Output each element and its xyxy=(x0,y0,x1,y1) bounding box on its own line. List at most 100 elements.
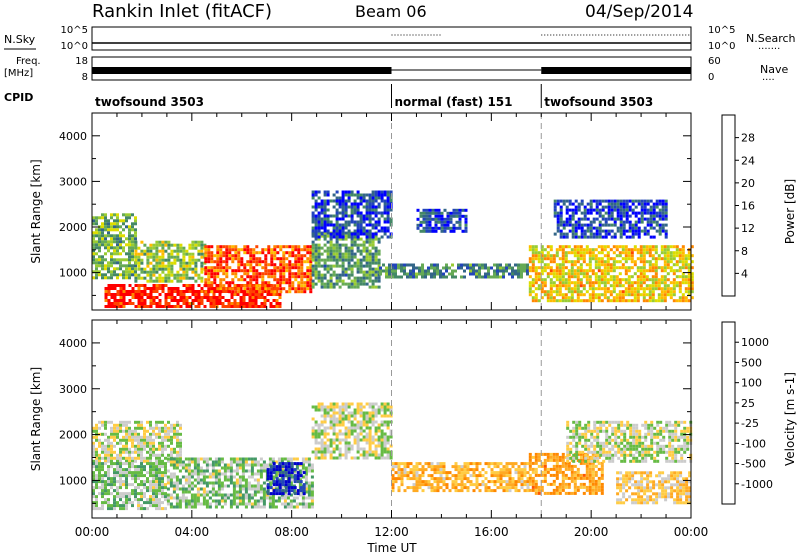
data-cell xyxy=(341,208,345,212)
data-cell xyxy=(624,281,628,285)
data-cell xyxy=(359,232,363,236)
data-cell xyxy=(678,275,682,279)
data-cell xyxy=(95,456,98,460)
data-cell xyxy=(271,502,275,506)
data-cell xyxy=(261,281,265,285)
data-cell xyxy=(304,466,308,470)
data-cell xyxy=(210,251,214,255)
data-cell xyxy=(225,281,229,285)
data-cell xyxy=(531,269,535,273)
data-cell xyxy=(543,248,547,252)
data-cell xyxy=(173,299,177,302)
data-cell xyxy=(597,284,601,288)
data-cell xyxy=(422,229,426,233)
data-cell xyxy=(200,270,204,274)
data-cell xyxy=(353,261,357,265)
data-cell xyxy=(267,263,271,267)
data-cell xyxy=(681,293,685,297)
data-cell xyxy=(215,302,219,305)
data-cell xyxy=(377,220,381,224)
data-cell xyxy=(311,264,315,268)
data-cell xyxy=(134,249,138,253)
data-cell xyxy=(341,264,345,268)
data-cell xyxy=(293,468,297,472)
data-cell xyxy=(172,484,176,488)
data-cell xyxy=(169,481,173,485)
data-cell xyxy=(347,285,351,289)
data-cell xyxy=(276,278,280,282)
data-cell xyxy=(220,466,224,470)
data-cell xyxy=(294,260,298,264)
data-cell xyxy=(131,228,134,232)
data-cell xyxy=(299,474,303,478)
data-cell xyxy=(137,474,140,478)
data-cell xyxy=(279,275,283,279)
data-cell xyxy=(646,202,650,206)
data-cell xyxy=(184,457,188,461)
data-cell xyxy=(341,432,345,436)
data-cell xyxy=(269,477,273,481)
data-cell xyxy=(615,248,619,252)
data-cell xyxy=(307,481,311,485)
data-cell xyxy=(191,240,195,244)
data-cell xyxy=(631,211,635,215)
data-cell xyxy=(344,252,348,256)
data-cell xyxy=(266,477,270,481)
data-cell xyxy=(344,441,348,445)
data-cell xyxy=(161,426,164,430)
data-cell xyxy=(627,254,631,258)
data-cell xyxy=(579,263,583,267)
data-cell xyxy=(110,296,114,299)
data-cell xyxy=(113,474,116,478)
data-cell xyxy=(209,305,213,308)
data-cell xyxy=(338,258,342,262)
data-cell xyxy=(307,484,311,488)
data-cell xyxy=(202,496,206,500)
data-cell xyxy=(119,219,122,223)
data-cell xyxy=(347,282,351,286)
data-cell xyxy=(347,417,351,421)
data-cell xyxy=(199,493,203,497)
data-cell xyxy=(161,270,165,274)
data-cell xyxy=(215,290,219,293)
data-cell xyxy=(125,504,128,508)
data-cell xyxy=(296,492,300,496)
data-cell xyxy=(317,441,321,445)
data-cell xyxy=(631,229,635,233)
data-cell xyxy=(555,299,559,303)
data-cell xyxy=(666,290,670,294)
data-cell xyxy=(158,432,161,436)
colorbar-frame xyxy=(721,114,736,297)
data-cell xyxy=(338,414,342,418)
data-cell xyxy=(238,466,242,470)
data-cell xyxy=(191,255,195,259)
data-cell xyxy=(335,435,339,439)
data-cell xyxy=(187,475,191,479)
data-cell xyxy=(383,193,387,197)
data-cell xyxy=(365,255,369,259)
data-cell xyxy=(627,299,631,303)
data-cell xyxy=(176,302,180,305)
data-cell xyxy=(289,478,293,482)
data-cell xyxy=(303,260,307,264)
data-cell xyxy=(640,208,644,212)
data-cell xyxy=(600,245,604,249)
data-cell xyxy=(134,477,137,481)
data-cell xyxy=(290,462,294,466)
data-cell xyxy=(233,284,237,287)
data-cell xyxy=(116,486,119,490)
data-cell xyxy=(149,270,153,274)
data-cell xyxy=(143,468,146,472)
data-cell xyxy=(143,459,146,463)
data-cell xyxy=(484,272,487,276)
data-cell xyxy=(601,205,605,209)
data-cell xyxy=(298,484,302,488)
data-cell xyxy=(362,220,366,224)
data-cell xyxy=(307,466,311,470)
data-cell xyxy=(169,493,173,497)
data-cell xyxy=(158,480,161,484)
data-cell xyxy=(268,496,272,500)
data-cell xyxy=(329,255,333,259)
data-cell xyxy=(113,495,116,499)
data-cell xyxy=(128,462,131,466)
